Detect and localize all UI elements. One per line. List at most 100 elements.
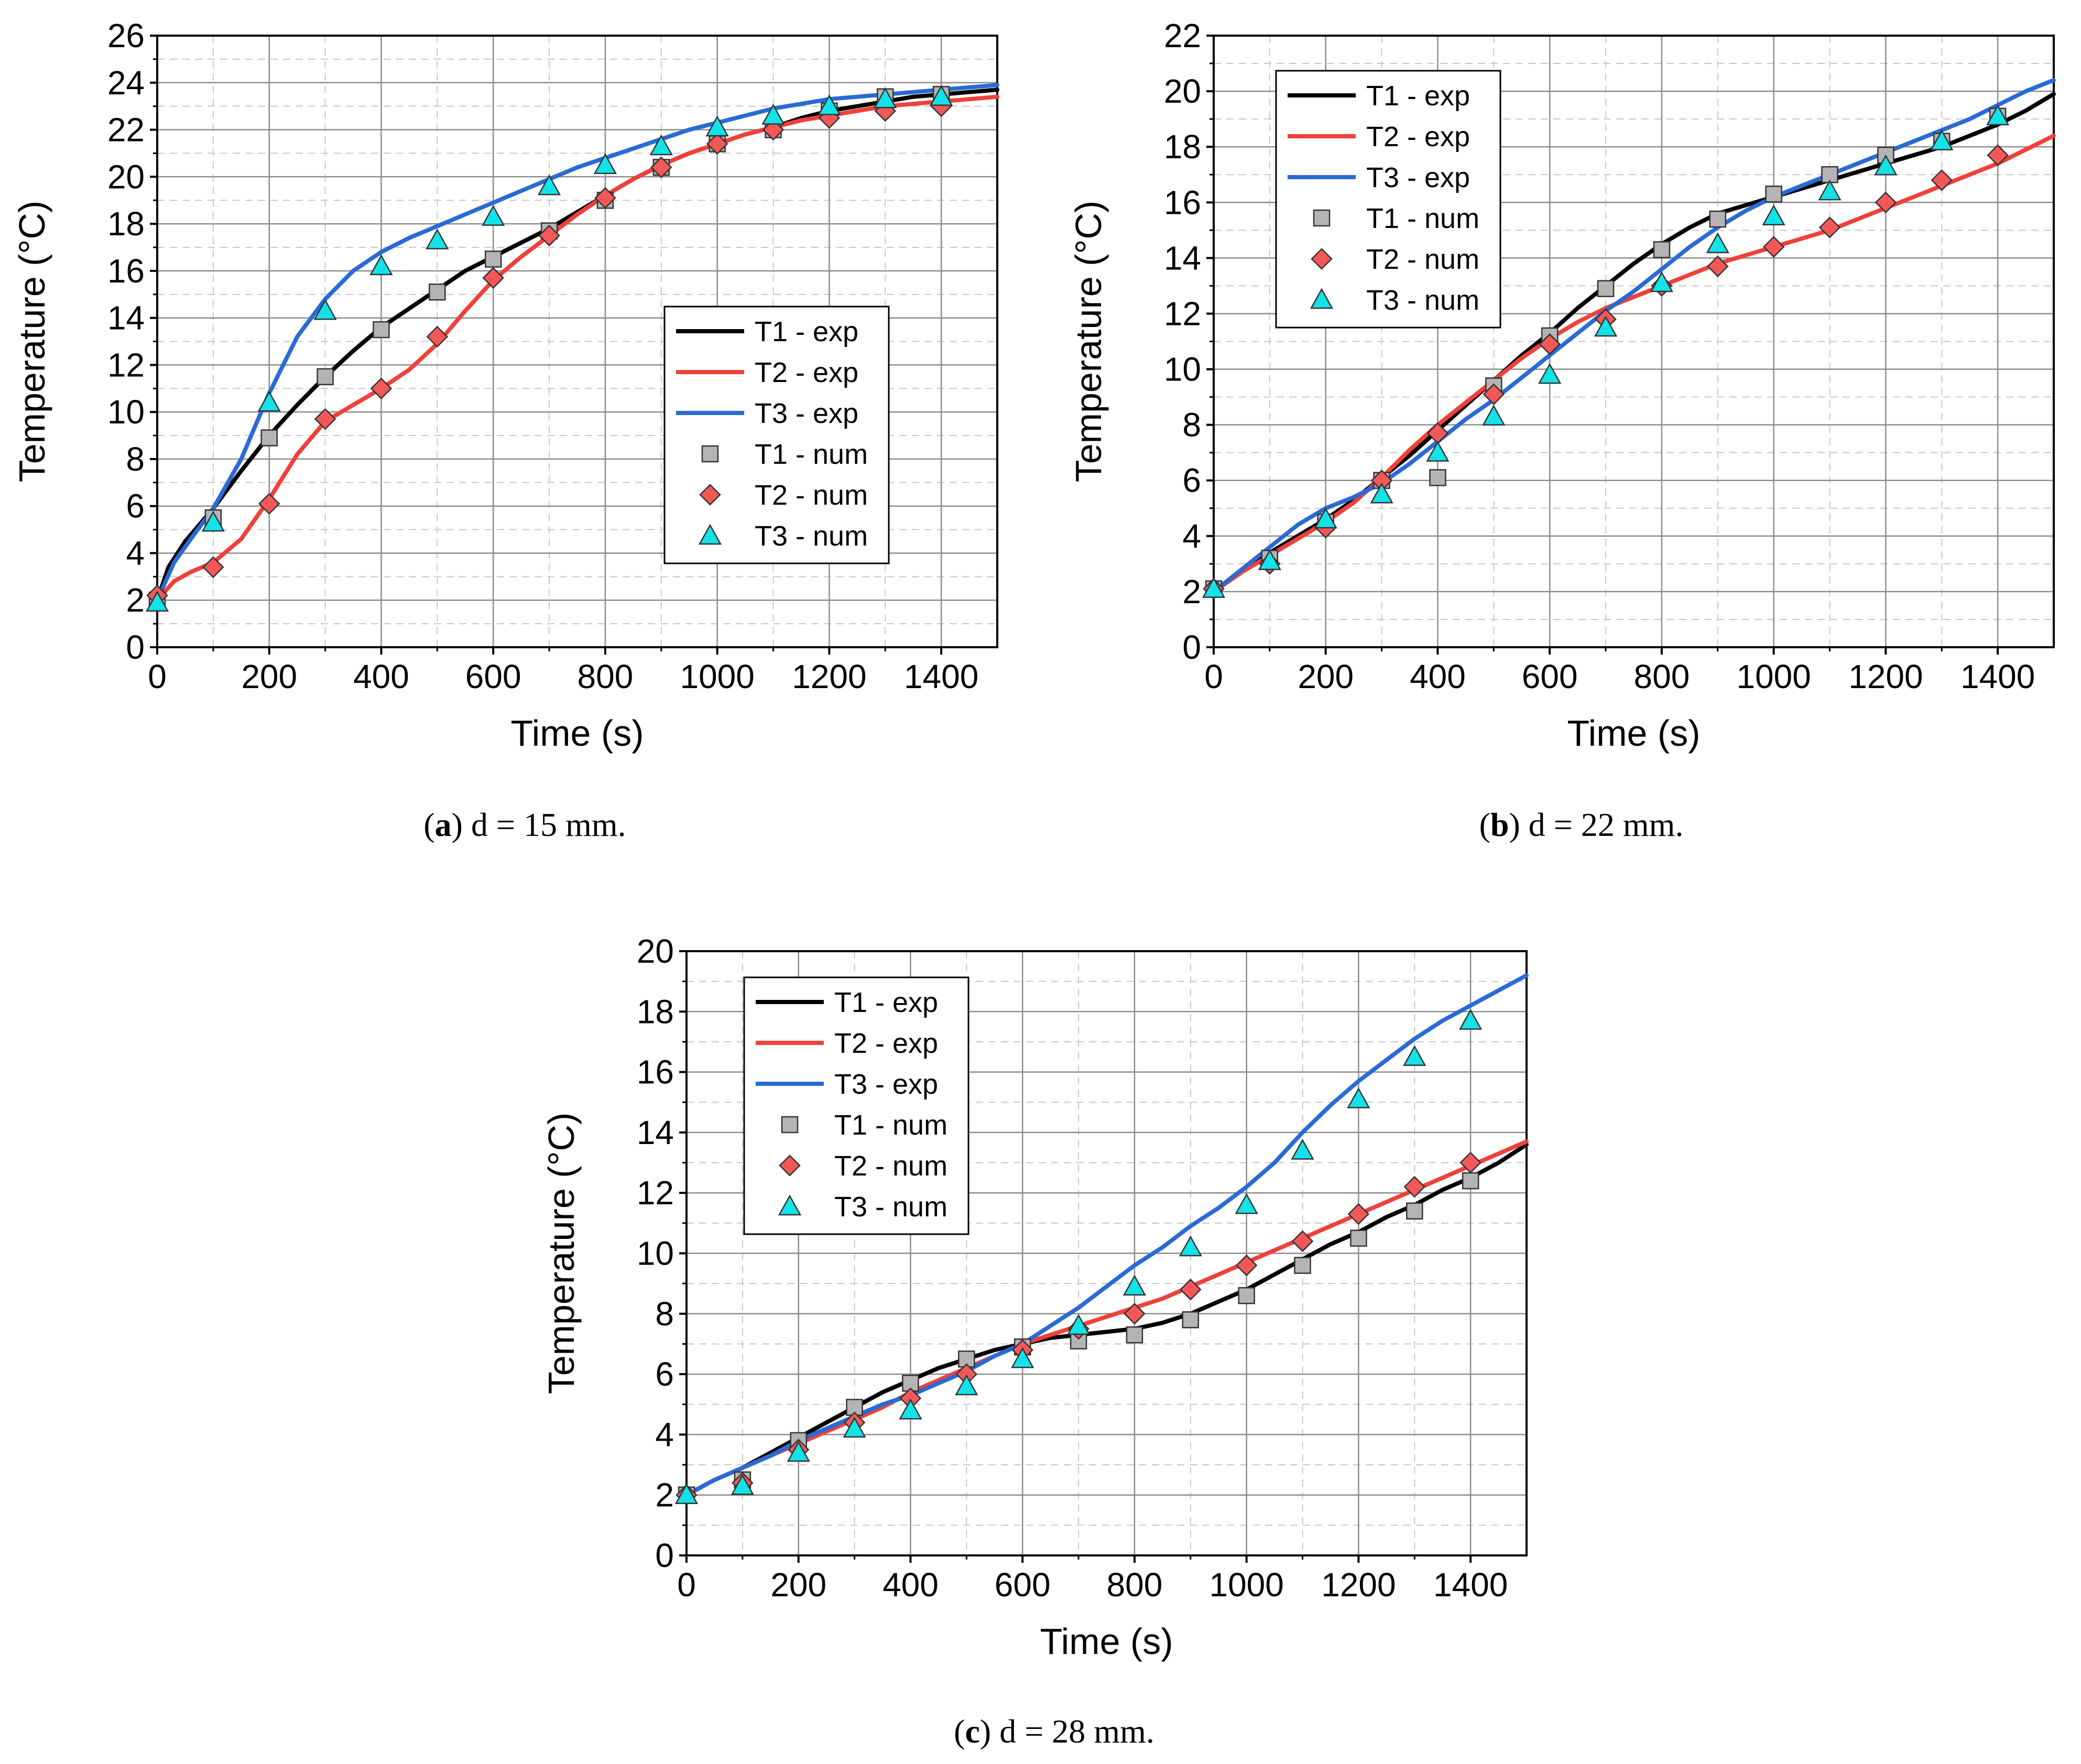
data-point (1347, 1203, 1370, 1225)
caption-open: ( (1479, 806, 1490, 843)
y-tick-label: 10 (637, 1235, 674, 1272)
x-tick-label: 1400 (1433, 1566, 1508, 1604)
data-point (1874, 154, 1898, 176)
y-axis-label: Temperature (°C) (541, 1113, 582, 1395)
legend-swatch (699, 484, 721, 506)
data-point (1987, 144, 2009, 166)
y-tick-label: 16 (1164, 183, 1201, 221)
x-tick-label: 400 (1410, 658, 1466, 695)
x-tick-label: 1000 (680, 658, 754, 695)
legend-label: T3 - exp (834, 1069, 938, 1100)
x-tick-label: 200 (770, 1566, 826, 1604)
chart-b: 0 200 400 600 800 1000 1200 1400 0 2 4 6 8 10 12 14 16 18… (1068, 17, 2056, 843)
data-point (1124, 1303, 1146, 1325)
data-point (761, 104, 785, 125)
y-tick-label: 22 (107, 111, 145, 149)
data-point (1930, 129, 1954, 150)
legend-label: T1 - num (1366, 203, 1479, 234)
legend-swatch (698, 524, 722, 545)
y-tick-label: 10 (107, 393, 145, 431)
data-point (1986, 104, 2010, 126)
data-point (1706, 232, 1729, 254)
data-point (1653, 241, 1671, 258)
y-tick-label: 24 (107, 64, 145, 102)
data-point (426, 325, 449, 348)
series-line-t1-exp (684, 1142, 1529, 1497)
y-tick-label: 20 (637, 932, 674, 970)
data-point (537, 174, 561, 195)
data-point (1011, 1347, 1034, 1368)
legend-label: T1 - num (834, 1109, 947, 1141)
legend: T1 - exp T2 - exp T3 - exp T1 - num T2 - num… (1275, 70, 1501, 329)
data-point (594, 187, 616, 209)
data-point (1258, 549, 1281, 570)
series-markers-t3-num (674, 1009, 1483, 1504)
legend: T1 - exp T2 - exp T3 - exp T1 - num T2 - num… (663, 306, 890, 564)
data-point (1403, 1045, 1426, 1066)
x-tick-label: 600 (465, 658, 521, 695)
y-tick-label: 8 (1182, 406, 1201, 444)
data-point (1182, 1311, 1200, 1329)
y-tick-label: 2 (126, 581, 145, 619)
x-axis-label: Time (s) (1567, 713, 1700, 754)
data-point (1483, 383, 1505, 406)
data-point (1762, 236, 1785, 258)
panel-caption: (a) d = 15 mm. (423, 806, 626, 843)
x-tick-label: 1200 (1848, 658, 1923, 695)
caption-close: ) (452, 806, 471, 843)
data-point (373, 321, 390, 339)
data-point (1123, 1275, 1147, 1296)
legend-swatch (1313, 209, 1331, 227)
x-tick-label: 0 (1204, 658, 1223, 695)
data-point (1426, 441, 1450, 462)
legend-label: T1 - num (755, 439, 868, 470)
panel-caption: (c) d = 28 mm. (954, 1713, 1154, 1750)
data-point (1347, 1087, 1370, 1108)
legend-label: T3 - exp (1366, 162, 1470, 193)
legend-label: T3 - num (755, 520, 868, 552)
legend: T1 - exp T2 - exp T3 - exp T1 - num T2 - num… (743, 976, 969, 1235)
data-point (1370, 482, 1393, 504)
data-point (1291, 1138, 1314, 1160)
y-tick-label: 6 (1182, 462, 1201, 499)
series-markers-t3-num (145, 85, 953, 612)
caption-letter: c (965, 1713, 979, 1750)
data-point (1291, 1230, 1314, 1253)
legend-swatch (778, 1194, 802, 1216)
legend-label: T2 - exp (834, 1028, 938, 1059)
y-tick-label: 8 (126, 440, 145, 478)
x-tick-label: 600 (1522, 658, 1578, 695)
data-point (1314, 507, 1337, 529)
data-point (1238, 1287, 1255, 1304)
y-tick-label: 2 (655, 1476, 674, 1514)
chart-c: 0 200 400 600 800 1000 1200 1400 0 2 4 6 8 10 12 14 16 18… (541, 932, 1529, 1750)
data-point (482, 267, 504, 289)
y-tick-label: 18 (637, 993, 674, 1030)
x-tick-label: 200 (1298, 658, 1354, 695)
y-tick-label: 22 (1164, 17, 1201, 55)
data-point (317, 368, 334, 386)
x-tick-label: 1000 (1736, 658, 1811, 695)
data-point (1818, 216, 1841, 238)
data-point (650, 156, 672, 179)
data-point (787, 1441, 810, 1462)
legend-swatch (1310, 288, 1334, 309)
data-point (429, 283, 446, 301)
x-tick-label: 400 (882, 1566, 939, 1604)
legend-swatch (1311, 248, 1333, 270)
legend-label: T3 - exp (755, 398, 858, 429)
plot-area (674, 973, 1529, 1506)
data-point (202, 556, 224, 579)
data-point (1597, 280, 1615, 297)
series-markers-t2-num (146, 95, 952, 607)
data-point (649, 134, 673, 156)
y-tick-label: 0 (1182, 628, 1201, 666)
legend-box (663, 306, 890, 564)
x-tick-label: 600 (995, 1566, 1051, 1604)
series-line-t3-exp (155, 83, 999, 603)
y-tick-label: 14 (107, 299, 145, 337)
data-point (705, 115, 729, 137)
data-point (1709, 210, 1727, 228)
legend-label: T2 - exp (755, 357, 858, 388)
legend-label: T2 - num (834, 1150, 947, 1182)
